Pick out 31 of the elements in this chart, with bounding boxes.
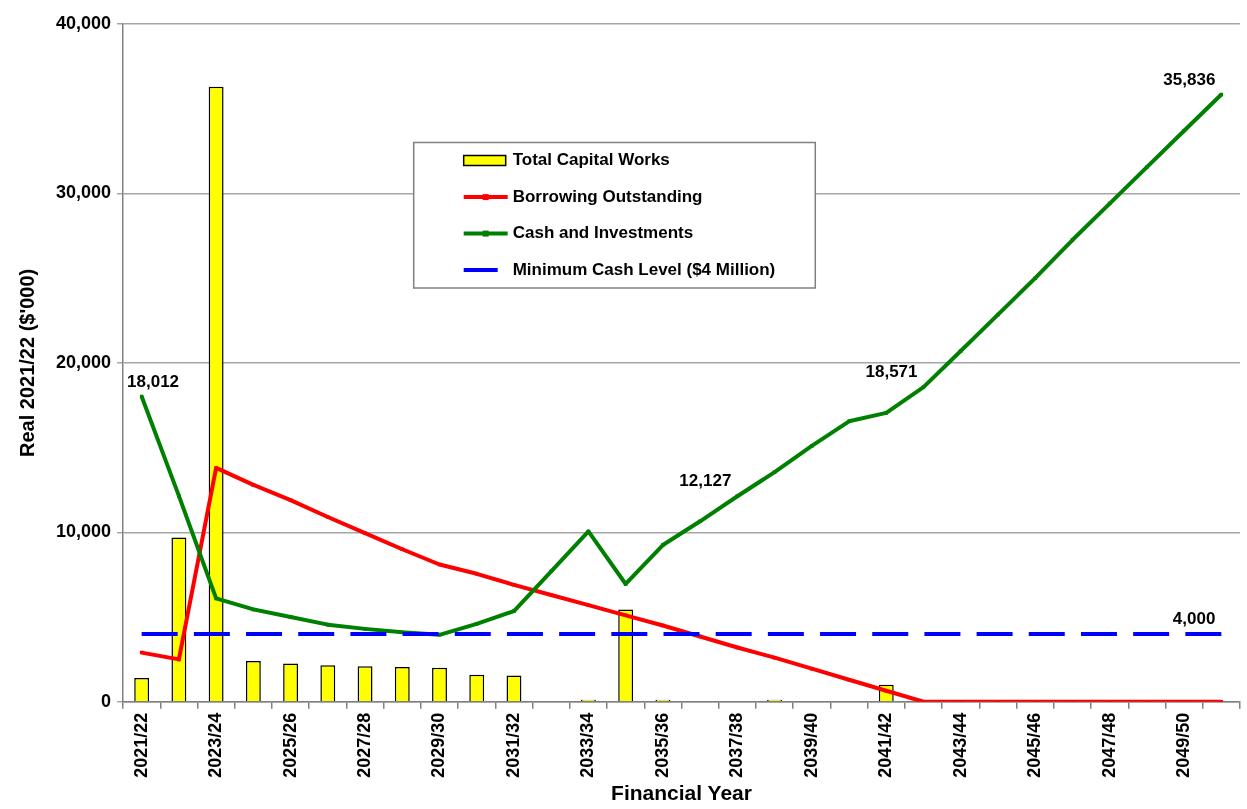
data-label: 4,000 <box>1172 608 1216 628</box>
data-label: 18,012 <box>127 371 180 391</box>
x-tick-label: 2037/38 <box>726 712 747 778</box>
x-axis-title: Financial Year <box>611 781 752 805</box>
x-tick-label: 2035/36 <box>651 712 672 778</box>
x-tick-label: 2043/44 <box>949 712 970 778</box>
x-tick-label: 2031/32 <box>502 712 523 778</box>
y-tick-label: 10,000 <box>55 521 112 542</box>
legend-label: Cash and Investments <box>512 223 694 243</box>
x-tick-label: 2047/48 <box>1098 712 1119 778</box>
legend-label: Total Capital Works <box>512 150 670 170</box>
x-tick-label: 2041/42 <box>875 712 896 778</box>
y-axis-title: Real 2021/22 ($'000) <box>15 268 38 457</box>
x-tick-label: 2033/34 <box>577 712 598 778</box>
data-label: 35,836 <box>1163 69 1216 89</box>
y-tick-label: 0 <box>101 690 112 711</box>
x-tick-label: 2021/22 <box>130 712 151 778</box>
x-tick-label: 2039/40 <box>800 712 821 778</box>
x-tick-label: 2023/24 <box>205 712 226 778</box>
y-tick-label: 40,000 <box>55 12 112 33</box>
y-tick-label: 30,000 <box>55 182 112 203</box>
legend-label: Minimum Cash Level ($4 Million) <box>512 259 776 279</box>
x-tick-label: 2029/30 <box>428 712 449 778</box>
x-tick-label: 2049/50 <box>1173 712 1194 778</box>
x-tick-label: 2025/26 <box>279 712 300 778</box>
x-tick-label: 2045/46 <box>1024 712 1045 778</box>
y-tick-label: 20,000 <box>55 351 112 372</box>
data-label: 12,127 <box>679 471 732 491</box>
data-label: 18,571 <box>865 362 918 382</box>
x-tick-label: 2027/28 <box>354 712 375 778</box>
legend-label: Borrowing Outstanding <box>512 186 703 206</box>
